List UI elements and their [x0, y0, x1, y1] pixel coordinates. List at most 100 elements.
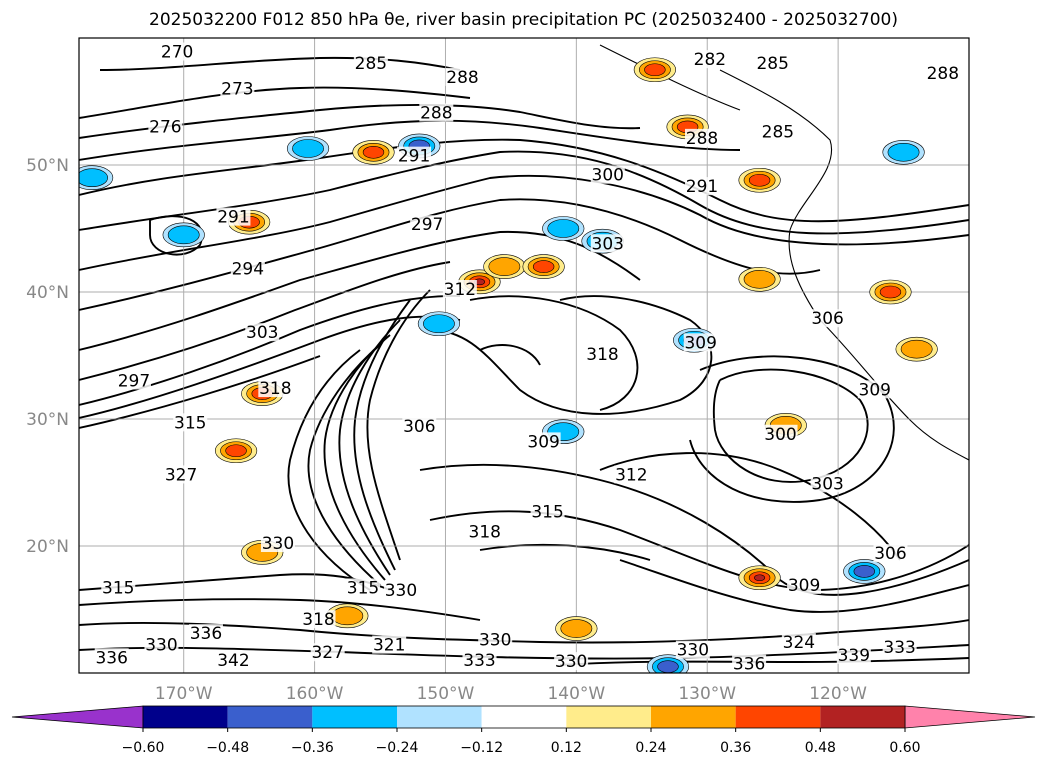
contour-label-bg	[526, 432, 561, 451]
colorbar-bin	[651, 706, 736, 728]
precip-blob	[646, 654, 690, 673]
contour-label: 303	[811, 474, 843, 494]
contour-label-bg	[144, 635, 179, 654]
colorbar-tick-label: 0.24	[635, 740, 666, 756]
contour-label: 333	[463, 651, 495, 671]
contour-label: 288	[927, 64, 959, 84]
contour-label: 270	[161, 43, 193, 63]
precip-blob	[79, 165, 114, 190]
contour-label: 342	[217, 651, 249, 671]
precip-level	[879, 285, 902, 299]
contour-label: 303	[246, 323, 278, 343]
contour-label: 330	[677, 641, 709, 661]
contour-label: 327	[311, 643, 343, 663]
contour-line	[429, 510, 969, 591]
contour-label-bg	[397, 146, 432, 165]
colorbar-bin	[143, 706, 228, 728]
colorbar-under	[11, 705, 144, 729]
contour-label: 300	[592, 166, 624, 186]
colorbar-bin	[397, 706, 482, 728]
contour-labels: 270 273 276 285 288 288 291 291 294 297 300 291 303 3…	[94, 42, 960, 673]
contour-label: 315	[347, 578, 379, 598]
precip-blob	[542, 216, 585, 241]
contour-label-bg	[148, 117, 183, 136]
contour-label-bg	[530, 502, 565, 521]
contour-label: 309	[684, 333, 716, 353]
contour-label: 339	[838, 646, 870, 666]
contour-line	[366, 289, 431, 561]
contour-line	[149, 215, 203, 256]
colorbar: −0.60 −0.48 −0.36 −0.24 −0.12 0.12 0.24 0.36 0.4…	[11, 705, 1036, 756]
contour-label: 297	[118, 371, 150, 391]
precip-blob	[738, 565, 781, 591]
contour-label-bg	[402, 417, 437, 436]
contour-line	[79, 315, 461, 419]
contour-label: 285	[756, 54, 788, 74]
contour-label: 327	[165, 465, 197, 485]
contour-line	[99, 56, 461, 71]
colorbar-bin	[820, 706, 905, 728]
lon-tick-label: 120°W	[809, 684, 867, 704]
contour-label-bg	[164, 465, 199, 484]
precip-level	[225, 444, 247, 458]
contour-label-bg	[442, 280, 477, 298]
precip-level	[887, 143, 920, 162]
precip-blob	[286, 136, 330, 161]
precip-level	[748, 173, 771, 187]
contour-line	[479, 344, 541, 366]
lat-tick-label: 20°N	[26, 537, 69, 557]
contour-label: 288	[446, 68, 478, 88]
precip-level	[423, 314, 455, 334]
contour-label-bg	[220, 79, 255, 98]
lon-tick-label: 160°W	[286, 684, 344, 704]
contour-label-bg	[260, 534, 295, 552]
precip-blob	[417, 311, 461, 337]
contour-line	[469, 295, 639, 411]
contour-label-bg	[258, 379, 293, 398]
contour-label-bg	[462, 650, 497, 669]
contour-line	[429, 295, 713, 415]
precip-level	[292, 139, 324, 158]
lat-tick-label: 40°N	[26, 283, 69, 303]
contour-label-bg	[925, 64, 960, 83]
contour-label-bg	[810, 309, 845, 328]
contour-label: 309	[527, 432, 559, 452]
contour-label-bg	[116, 371, 151, 390]
contour-line	[307, 344, 381, 586]
contour-line	[79, 86, 471, 119]
precip-blob	[555, 616, 598, 641]
precip-blob	[882, 140, 925, 165]
contour-label: 330	[555, 652, 587, 672]
contour-label: 312	[444, 280, 476, 300]
contour-label: 318	[259, 379, 291, 399]
contour-label-bg	[732, 654, 767, 673]
contour-label-bg	[173, 413, 208, 432]
precip-level	[532, 260, 555, 273]
colorbar-bin	[481, 706, 567, 728]
contour-label-bg	[685, 177, 719, 196]
contour-label-bg	[346, 578, 381, 597]
colorbar-bin	[312, 706, 397, 728]
precip-blob	[326, 603, 369, 629]
contour-label-bg	[353, 53, 388, 72]
colorbar-tick-label: 0.60	[889, 740, 920, 756]
colorbar-tick-label: −0.12	[460, 740, 503, 756]
contour-line	[79, 138, 969, 223]
coastline	[599, 44, 741, 111]
contour-label-bg	[590, 234, 625, 253]
longitude-axis: 170°W 160°W 150°W 140°W 130°W 120°W	[155, 684, 867, 704]
colorbar-tick-label: 0.36	[720, 740, 751, 756]
contour-label: 306	[403, 417, 435, 437]
contour-label: 324	[783, 633, 815, 653]
contour-line	[287, 349, 371, 591]
contour-label-bg	[410, 215, 445, 234]
contour-label: 285	[355, 54, 387, 74]
precip-blob	[843, 559, 886, 584]
contour-label-bg	[383, 580, 418, 599]
contour-label-bg	[310, 643, 345, 662]
contour-label-bg	[683, 333, 718, 352]
precip-level	[331, 606, 364, 626]
precip-level	[754, 574, 766, 582]
contour-label: 291	[217, 208, 249, 228]
